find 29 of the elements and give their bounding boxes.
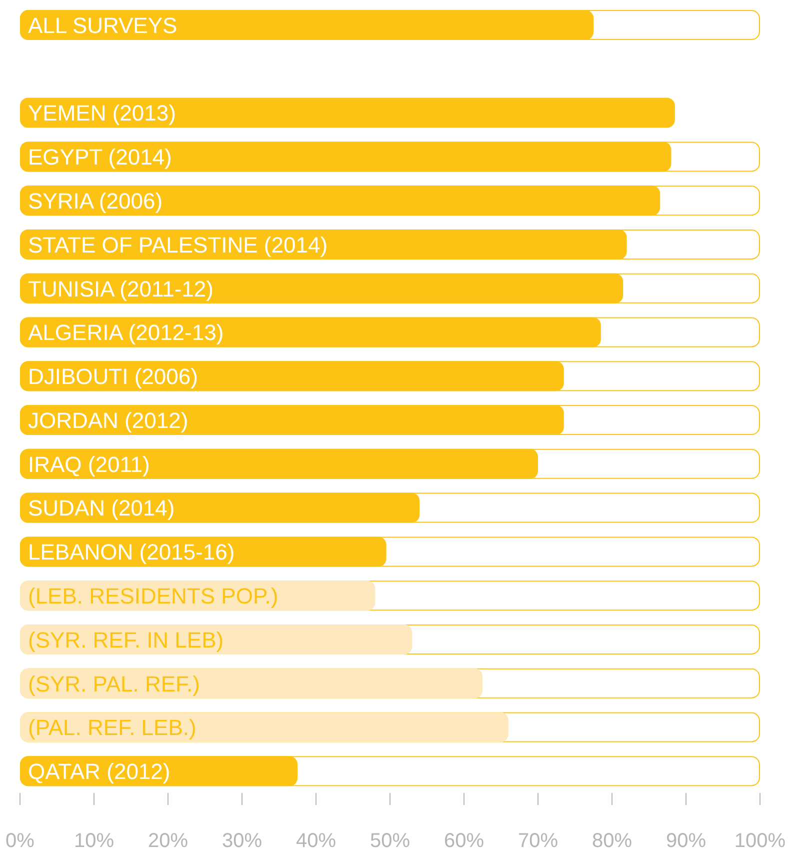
y-tick-label: SYRIA (2006) (28, 188, 163, 214)
y-tick-label: ALL SURVEYS (28, 12, 178, 38)
y-tick-label: YEMEN (2013) (28, 100, 176, 126)
x-tick-label: 90% (666, 830, 706, 852)
y-tick-label: JORDAN (2012) (28, 408, 188, 433)
x-tick-label: 70% (518, 830, 558, 852)
x-tick-label: 10% (74, 830, 114, 852)
x-tick-label: 100% (734, 830, 786, 852)
x-tick-label: 20% (148, 830, 188, 852)
x-tick-label: 50% (370, 830, 410, 852)
y-tick-label: SUDAN (2014) (28, 496, 175, 521)
y-tick-label: QATAR (2012) (28, 759, 170, 784)
x-tick-label: 40% (296, 830, 336, 852)
y-tick-label: (SYR. REF. IN LEB) (28, 627, 224, 652)
y-tick-label: LEBANON (2015-16) (28, 540, 235, 565)
x-tick-label: 60% (444, 830, 484, 852)
y-tick-label: IRAQ (2011) (28, 452, 150, 477)
y-tick-label: EGYPT (2014) (28, 144, 172, 170)
y-tick-label: STATE OF PALESTINE (2014) (28, 232, 328, 258)
x-tick-label: 80% (592, 830, 632, 852)
y-tick-label: (SYR. PAL. REF.) (28, 671, 200, 696)
x-tick-label: 30% (222, 830, 262, 852)
x-tick-label: 0% (6, 830, 35, 852)
y-tick-label: (PAL. REF. LEB.) (28, 715, 196, 740)
y-tick-label: TUNISIA (2011-12) (28, 276, 214, 302)
bar (20, 98, 675, 128)
y-tick-label: DJIBOUTI (2006) (28, 364, 198, 390)
y-tick-label: ALGERIA (2012-13) (28, 320, 224, 346)
y-tick-label: (LEB. RESIDENTS POP.) (28, 584, 278, 608)
